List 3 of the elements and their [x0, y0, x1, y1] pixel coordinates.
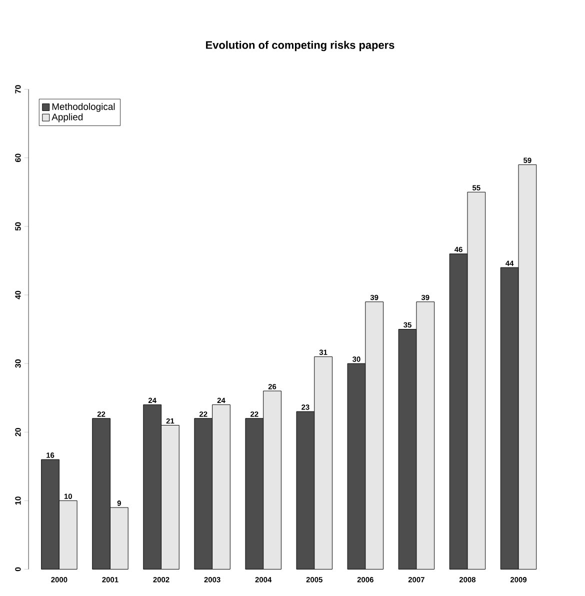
- legend-label: Methodological: [52, 103, 115, 112]
- chart-title: Evolution of competing risks papers: [206, 40, 394, 52]
- legend-label: Applied: [52, 113, 83, 122]
